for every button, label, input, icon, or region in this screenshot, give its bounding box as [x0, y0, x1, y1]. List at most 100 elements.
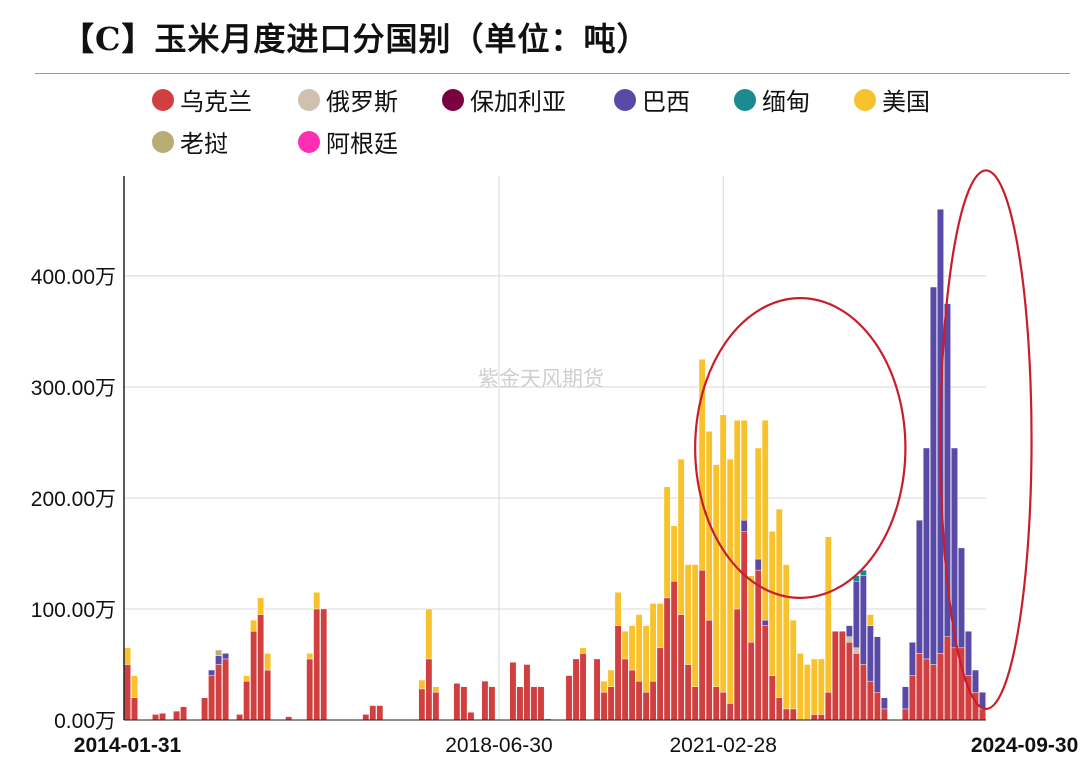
bar-segment	[614, 592, 622, 626]
bar-segment	[418, 688, 426, 721]
legend-label: 保加利亚	[470, 89, 566, 116]
bar-segment	[432, 692, 440, 721]
bar-segment	[215, 664, 222, 721]
bar-segment	[761, 619, 769, 626]
bar-segment	[369, 705, 377, 721]
x-tick-label: 2018-06-30	[445, 734, 552, 757]
bar-segment	[453, 683, 461, 721]
bar-segment	[824, 692, 832, 721]
bar-segment	[902, 686, 909, 710]
bar-segment	[509, 662, 517, 721]
legend-item-usa[interactable]: 美国	[854, 82, 930, 117]
bar-segment	[236, 714, 243, 721]
bar-segment	[131, 675, 138, 698]
bar-segment	[243, 675, 250, 682]
bar-segment	[530, 686, 538, 721]
bar-segment	[684, 564, 692, 665]
bar-segment	[705, 619, 713, 721]
bar-segment	[607, 669, 615, 687]
bar-segment	[614, 625, 622, 721]
bar-segment	[881, 708, 888, 721]
bar-segment	[677, 614, 685, 721]
legend-item-russia[interactable]: 俄罗斯	[298, 82, 398, 117]
bar-segment	[881, 697, 888, 710]
legend-swatch	[298, 130, 320, 153]
bar-segment	[747, 642, 755, 721]
legend-item-myanmar[interactable]: 缅甸	[734, 82, 810, 117]
bar-segment	[874, 636, 881, 693]
bar-segment	[208, 669, 215, 676]
bar-segment	[789, 619, 797, 710]
bar-segment	[208, 675, 215, 721]
bar-segment	[775, 697, 783, 721]
bar-segment	[824, 536, 832, 693]
bar-segment	[979, 708, 986, 721]
bar-segment	[852, 647, 860, 654]
bar-segment	[593, 658, 601, 721]
bar-segment	[306, 653, 314, 660]
legend-item-laos[interactable]: 老挝	[152, 124, 228, 159]
bar-segment	[628, 625, 636, 671]
bar-segment	[845, 636, 853, 643]
bar-segment	[916, 519, 923, 654]
bar-segment	[418, 679, 426, 690]
bar-segment	[726, 458, 734, 704]
bar-segment	[768, 675, 776, 721]
bar-segment	[362, 714, 370, 721]
bar-segment	[874, 692, 881, 721]
y-tick-label: 200.00万	[31, 488, 116, 511]
bar-segment	[663, 486, 671, 599]
bar-segment	[951, 647, 958, 721]
bar-segment	[215, 649, 222, 656]
bar-segment	[579, 653, 587, 721]
bar-segment	[649, 603, 657, 682]
bar-segment	[152, 714, 159, 721]
bar-segment	[313, 608, 321, 721]
bar-segment	[264, 653, 272, 671]
bar-segment	[867, 625, 874, 682]
legend-label: 巴西	[642, 89, 690, 116]
bar-segment	[698, 569, 706, 721]
legend-item-ukraine[interactable]: 乌克兰	[152, 82, 252, 117]
bar-segment	[642, 625, 650, 693]
bar-segment	[754, 447, 762, 560]
bar-segment	[264, 669, 272, 721]
legend-item-argentina[interactable]: 阿根廷	[298, 124, 398, 159]
bar-segment	[930, 286, 937, 665]
bar-segment	[972, 669, 979, 693]
bar-segment	[628, 669, 636, 721]
bar-segment	[124, 664, 131, 721]
bar-segment	[306, 658, 314, 721]
bar-segment	[656, 647, 664, 721]
bar-segment	[516, 686, 524, 721]
bar-segment	[747, 575, 755, 643]
legend-label: 老挝	[180, 131, 228, 158]
y-tick-label: 0.00万	[54, 710, 116, 733]
bar-segment	[810, 658, 818, 715]
legend-swatch	[614, 88, 636, 111]
bar-segment	[579, 647, 587, 654]
bar-segment	[621, 630, 629, 660]
bar-segment	[733, 608, 741, 721]
bar-segment	[867, 680, 874, 721]
title-divider	[35, 73, 1070, 74]
legend-item-bulgaria[interactable]: 保加利亚	[442, 82, 566, 117]
bar-segment	[726, 703, 734, 721]
bar-segment	[684, 664, 692, 721]
bar-segment	[677, 458, 685, 615]
bar-segment	[867, 614, 874, 626]
bar-segment	[852, 653, 860, 721]
bar-segment	[565, 675, 573, 721]
y-tick-label: 100.00万	[31, 599, 116, 622]
bar-segment	[572, 658, 580, 721]
bars	[124, 209, 986, 721]
legend-item-brazil[interactable]: 巴西	[614, 82, 690, 117]
chart-title: 【C】玉米月度进口分国别（单位：吨）	[62, 20, 650, 58]
bar-segment	[670, 525, 678, 582]
legend-label: 缅甸	[762, 89, 810, 116]
bar-segment	[923, 447, 930, 660]
legend-swatch	[734, 88, 756, 111]
bar-segment	[817, 714, 825, 721]
bar-segment	[488, 686, 496, 721]
